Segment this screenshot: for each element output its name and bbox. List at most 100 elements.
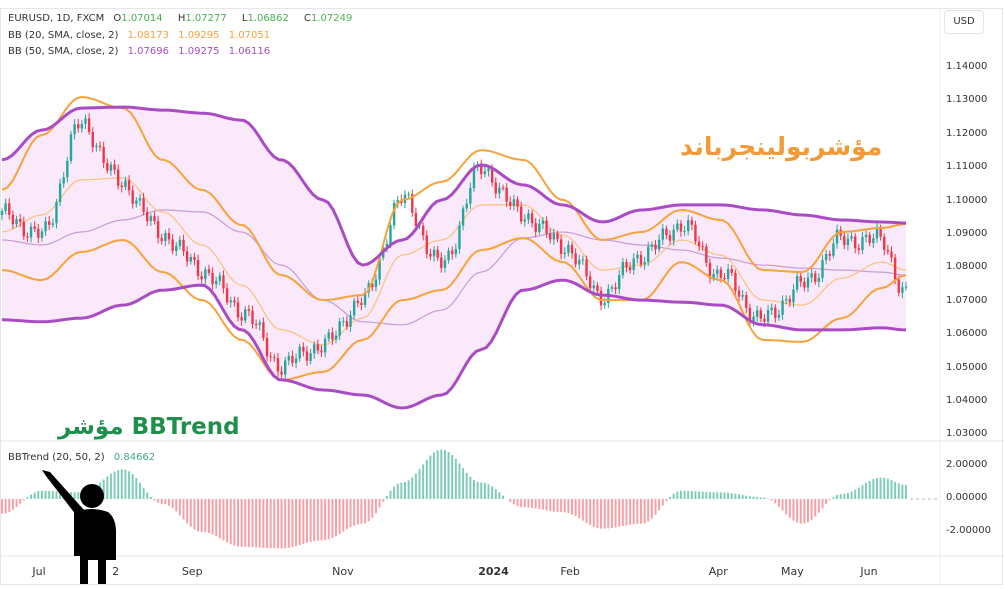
candle-body: [204, 269, 207, 280]
candle-body: [734, 272, 737, 291]
candle-body: [392, 202, 396, 226]
candle-body: [679, 223, 683, 232]
candle-body: [628, 267, 632, 271]
candle-body: [429, 253, 432, 257]
currency-button[interactable]: USD: [944, 10, 984, 34]
candle-body: [66, 160, 69, 178]
candle-body: [338, 321, 341, 336]
bb50-basis-line: [1, 209, 907, 326]
candle-body: [588, 276, 592, 289]
candle-body: [280, 371, 283, 375]
candle-body: [127, 180, 131, 191]
candle-body: [316, 344, 320, 351]
price-tick-label: 1.13000: [946, 94, 988, 106]
candle-body: [643, 261, 646, 265]
candle-body: [483, 171, 487, 175]
candle-body: [44, 221, 47, 232]
candle-body: [883, 236, 886, 250]
candle-body: [193, 257, 196, 260]
price-pane[interactable]: [0, 96, 908, 410]
symbol-legend[interactable]: EURUSD, 1D, FXCM O1.07014 H1.07277 L1.06…: [8, 13, 364, 24]
price-tick-label: 1.03000: [946, 428, 988, 440]
bb20-basis-value: 1.08173: [127, 30, 169, 41]
candle-body: [106, 162, 109, 171]
candle-body: [298, 346, 301, 359]
candle-body: [788, 299, 792, 303]
bb20-upper-line: [1, 96, 907, 302]
candle-body: [113, 164, 116, 170]
bbtrend-label: BBTrend (20, 50, 2): [8, 452, 105, 463]
candle-body: [748, 307, 752, 322]
bbtrend-value: 0.84662: [113, 452, 156, 463]
candle-body: [835, 229, 839, 244]
candle-body: [175, 245, 178, 251]
candle-body: [87, 118, 91, 133]
candle-body: [581, 259, 585, 261]
candle-body: [636, 254, 639, 259]
candle-body: [218, 275, 222, 282]
candle-body: [494, 182, 497, 194]
candle-body: [523, 219, 527, 222]
candle-body: [861, 237, 864, 251]
bbtrend-legend[interactable]: BBTrend (20, 50, 2) 0.84662: [8, 452, 161, 463]
candle-body: [305, 351, 309, 361]
candle-body: [171, 239, 174, 251]
bb20-legend[interactable]: BB (20, SMA, close, 2) 1.08173 1.09295 1…: [8, 30, 276, 41]
candle-body: [447, 250, 450, 261]
candle-body: [850, 236, 853, 239]
candle-body: [131, 190, 134, 204]
candle-body: [240, 317, 243, 321]
candle-body: [349, 315, 352, 327]
candle-body: [211, 272, 214, 285]
candle-body: [146, 211, 149, 222]
candle-body: [273, 357, 276, 359]
candle-body: [574, 253, 577, 265]
bbtrend-pane[interactable]: [1, 449, 940, 549]
ohlc-open: O1.07014: [113, 13, 163, 24]
candle-body: [705, 246, 708, 263]
candle-body: [570, 244, 574, 254]
candle-body: [178, 239, 182, 246]
time-tick-label: May: [781, 565, 804, 578]
candle-body: [458, 225, 461, 249]
candle-body: [596, 285, 599, 291]
candle-body: [803, 281, 806, 288]
ohlc-high: H1.07277: [177, 13, 227, 24]
candle-body: [498, 187, 501, 194]
time-tick-label: 2024: [478, 565, 509, 578]
bb50-legend[interactable]: BB (50, SMA, close, 2) 1.07696 1.09275 1…: [8, 46, 276, 57]
candle-body: [182, 239, 185, 252]
candle-body: [22, 221, 25, 237]
candle-body: [857, 248, 861, 251]
candle-body: [247, 309, 251, 311]
candle-body: [164, 233, 167, 242]
candle-body: [817, 277, 821, 282]
candle-body: [872, 238, 875, 244]
bb50-upper-value: 1.09275: [178, 46, 220, 57]
candle-body: [69, 134, 73, 161]
price-tick-label: 1.05000: [946, 361, 988, 373]
candle-body: [712, 274, 715, 279]
candle-body: [135, 200, 138, 204]
candle-body: [672, 229, 675, 241]
time-tick-label: Apr: [708, 565, 728, 578]
candle-body: [29, 226, 33, 238]
candle-body: [411, 194, 414, 213]
candle-body: [291, 355, 294, 364]
candle-body: [47, 221, 51, 225]
pointing-person-icon: [42, 470, 116, 584]
candle-body: [116, 169, 120, 186]
candle-body: [875, 228, 879, 239]
candle-body: [461, 208, 465, 226]
candle-body: [450, 250, 454, 255]
candle-body: [207, 269, 211, 273]
candle-body: [618, 275, 621, 290]
candle-body: [40, 231, 44, 238]
bbtrend-tick-label: 0.00000: [946, 492, 988, 503]
candle-body: [567, 244, 570, 253]
bb20-upper-value: 1.09295: [178, 30, 220, 41]
candle-body: [799, 276, 802, 282]
bbtrend-tick-label: 2.00000: [946, 459, 988, 470]
candle-body: [668, 235, 672, 241]
